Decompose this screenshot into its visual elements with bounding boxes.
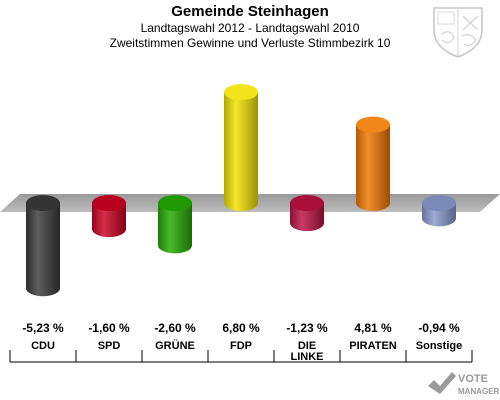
value-label: -2,60 % xyxy=(154,321,196,335)
category-label: CDU xyxy=(31,340,55,352)
bar-body xyxy=(356,124,390,211)
bar-body xyxy=(92,203,126,238)
bar-cap xyxy=(224,84,258,101)
chart-subtitle: Landtagswahl 2012 - Landtagswahl 2010 xyxy=(140,21,360,35)
bar-cdu xyxy=(26,195,60,297)
category-label: GRÜNE xyxy=(155,339,195,352)
value-label: 6,80 % xyxy=(222,321,260,335)
value-label: -1,60 % xyxy=(88,321,130,335)
coat-of-arms-icon xyxy=(433,7,483,58)
logo-line-2: MANAGER xyxy=(458,387,500,396)
bar-cap xyxy=(422,195,456,211)
category-label: PIRATEN xyxy=(349,340,397,352)
value-label: -1,23 % xyxy=(286,321,328,335)
bar-cap xyxy=(290,195,324,211)
category-label: Sonstige xyxy=(416,340,462,352)
bar-body xyxy=(158,203,192,254)
bar-cap xyxy=(92,195,126,211)
bar-spd xyxy=(92,195,126,238)
bar-die-linke xyxy=(290,195,324,232)
value-label: -5,23 % xyxy=(22,321,64,335)
bar-grüne xyxy=(158,195,192,254)
bar-body xyxy=(224,92,258,211)
value-label: -0,94 % xyxy=(418,321,460,335)
bar-body xyxy=(26,203,60,297)
bar-fdp xyxy=(224,84,258,211)
logo-line-1: VOTE xyxy=(458,373,488,385)
bar-sonstige xyxy=(422,195,456,227)
bar-cap xyxy=(26,195,60,211)
check-icon xyxy=(428,372,456,394)
bar-cap xyxy=(356,116,390,133)
chart-titles: Gemeinde Steinhagen Landtagswahl 2012 - … xyxy=(0,3,500,51)
chart-title: Gemeinde Steinhagen xyxy=(171,3,329,20)
value-label: 4,81 % xyxy=(354,321,392,335)
chart-subtitle-2: Zweitstimmen Gewinne und Verluste Stimmb… xyxy=(109,36,391,50)
bar-cap xyxy=(158,195,192,211)
category-label: DIE LINKE xyxy=(291,340,324,363)
vote-manager-logo: VOTE MANAGER xyxy=(428,372,500,396)
category-label: SPD xyxy=(98,340,121,352)
bar-piraten xyxy=(356,116,390,211)
bar-body xyxy=(290,203,324,232)
category-label: FDP xyxy=(230,340,252,352)
